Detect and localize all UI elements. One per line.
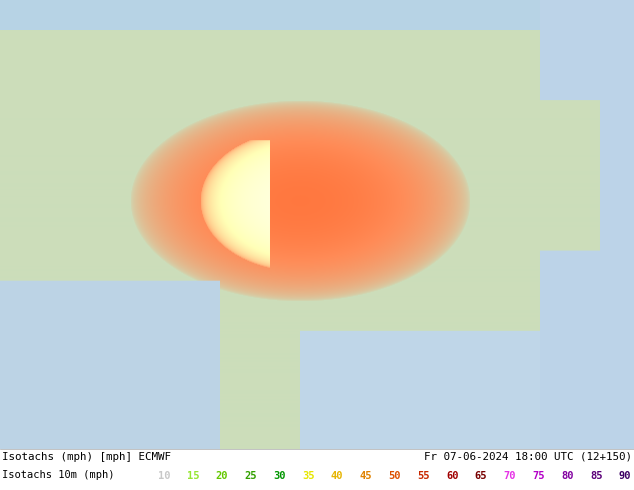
Text: 80: 80 — [561, 471, 574, 481]
Text: 10: 10 — [158, 471, 171, 481]
Text: 75: 75 — [533, 471, 545, 481]
Text: Isotachs (mph) [mph] ECMWF: Isotachs (mph) [mph] ECMWF — [2, 452, 171, 462]
Text: 55: 55 — [417, 471, 430, 481]
Text: Isotachs 10m (mph): Isotachs 10m (mph) — [2, 470, 115, 480]
Text: 70: 70 — [503, 471, 516, 481]
Text: 35: 35 — [302, 471, 314, 481]
Text: 50: 50 — [389, 471, 401, 481]
Text: 60: 60 — [446, 471, 458, 481]
Text: Fr 07-06-2024 18:00 UTC (12+150): Fr 07-06-2024 18:00 UTC (12+150) — [424, 452, 632, 462]
Text: 45: 45 — [359, 471, 372, 481]
Text: 20: 20 — [216, 471, 228, 481]
Text: 15: 15 — [187, 471, 199, 481]
Text: 85: 85 — [590, 471, 602, 481]
Text: 25: 25 — [244, 471, 257, 481]
Text: 90: 90 — [619, 471, 631, 481]
Text: 30: 30 — [273, 471, 286, 481]
Text: 65: 65 — [475, 471, 488, 481]
Text: 40: 40 — [331, 471, 343, 481]
